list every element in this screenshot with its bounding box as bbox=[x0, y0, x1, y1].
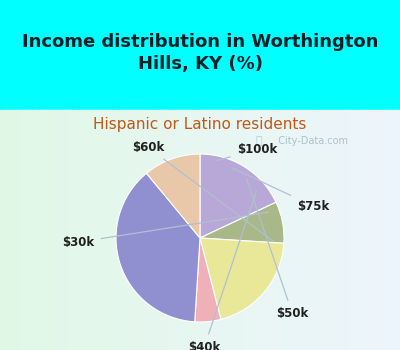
Bar bbox=[100, 110, 106, 350]
Text: City-Data.com: City-Data.com bbox=[272, 136, 348, 146]
Bar bbox=[285, 110, 291, 350]
Bar bbox=[95, 110, 101, 350]
Bar bbox=[110, 110, 116, 350]
Wedge shape bbox=[116, 173, 200, 322]
Bar bbox=[35, 110, 41, 350]
Bar bbox=[125, 110, 131, 350]
Bar bbox=[0, 0, 400, 110]
Text: Hills, KY (%): Hills, KY (%) bbox=[138, 55, 262, 72]
Wedge shape bbox=[195, 238, 221, 322]
Bar bbox=[245, 110, 251, 350]
Bar bbox=[205, 110, 211, 350]
Bar bbox=[345, 110, 351, 350]
Text: Income distribution in Worthington: Income distribution in Worthington bbox=[22, 33, 378, 51]
Bar bbox=[5, 110, 11, 350]
Bar bbox=[270, 110, 276, 350]
Bar bbox=[115, 110, 121, 350]
Bar bbox=[155, 110, 161, 350]
Bar bbox=[40, 110, 46, 350]
Text: $40k: $40k bbox=[188, 191, 256, 350]
Bar bbox=[105, 110, 111, 350]
Bar bbox=[325, 110, 331, 350]
Bar bbox=[355, 110, 361, 350]
Wedge shape bbox=[200, 238, 284, 319]
Bar bbox=[255, 110, 261, 350]
Bar bbox=[235, 110, 241, 350]
Bar bbox=[55, 110, 61, 350]
Bar bbox=[80, 110, 86, 350]
Bar bbox=[230, 110, 236, 350]
Text: $50k: $50k bbox=[247, 180, 308, 320]
Wedge shape bbox=[200, 202, 284, 243]
Bar bbox=[225, 110, 231, 350]
Text: Hispanic or Latino residents: Hispanic or Latino residents bbox=[93, 117, 307, 132]
Bar bbox=[65, 110, 71, 350]
Bar bbox=[185, 110, 191, 350]
Bar bbox=[190, 110, 196, 350]
Bar bbox=[20, 110, 26, 350]
Bar bbox=[135, 110, 141, 350]
Text: $60k: $60k bbox=[132, 141, 274, 242]
Text: ⓘ: ⓘ bbox=[256, 136, 263, 146]
Text: $30k: $30k bbox=[62, 212, 268, 249]
Bar bbox=[365, 110, 371, 350]
Bar bbox=[305, 110, 311, 350]
Bar bbox=[10, 110, 16, 350]
Bar bbox=[0, 110, 6, 350]
Bar bbox=[330, 110, 336, 350]
Bar bbox=[220, 110, 226, 350]
Bar bbox=[90, 110, 96, 350]
Bar bbox=[120, 110, 126, 350]
Bar bbox=[150, 110, 156, 350]
Bar bbox=[360, 110, 366, 350]
Bar bbox=[210, 110, 216, 350]
Bar bbox=[280, 110, 286, 350]
Bar bbox=[390, 110, 396, 350]
Bar bbox=[310, 110, 316, 350]
Bar bbox=[335, 110, 341, 350]
Bar bbox=[290, 110, 296, 350]
Bar bbox=[50, 110, 56, 350]
Bar bbox=[180, 110, 186, 350]
Bar bbox=[385, 110, 391, 350]
Bar bbox=[260, 110, 266, 350]
Bar bbox=[45, 110, 51, 350]
Bar bbox=[140, 110, 146, 350]
Bar bbox=[195, 110, 201, 350]
Bar bbox=[25, 110, 31, 350]
Bar bbox=[315, 110, 321, 350]
Bar bbox=[350, 110, 356, 350]
Bar bbox=[175, 110, 181, 350]
Text: $75k: $75k bbox=[233, 168, 330, 212]
Bar bbox=[170, 110, 176, 350]
Wedge shape bbox=[146, 154, 200, 238]
Bar bbox=[30, 110, 36, 350]
Bar bbox=[145, 110, 151, 350]
Bar bbox=[375, 110, 381, 350]
Bar bbox=[250, 110, 256, 350]
Bar bbox=[165, 110, 171, 350]
Bar bbox=[300, 110, 306, 350]
Bar bbox=[265, 110, 271, 350]
Bar bbox=[370, 110, 376, 350]
Bar bbox=[340, 110, 346, 350]
Bar bbox=[320, 110, 326, 350]
Bar bbox=[160, 110, 166, 350]
Bar bbox=[60, 110, 66, 350]
Wedge shape bbox=[200, 154, 276, 238]
Bar bbox=[85, 110, 91, 350]
Bar bbox=[240, 110, 246, 350]
Text: $100k: $100k bbox=[216, 143, 277, 161]
Bar bbox=[380, 110, 386, 350]
Bar bbox=[130, 110, 136, 350]
Bar bbox=[75, 110, 81, 350]
Bar bbox=[200, 110, 206, 350]
Bar bbox=[395, 110, 400, 350]
Bar bbox=[295, 110, 301, 350]
Bar bbox=[70, 110, 76, 350]
Bar bbox=[215, 110, 221, 350]
Bar bbox=[15, 110, 21, 350]
Bar bbox=[275, 110, 281, 350]
